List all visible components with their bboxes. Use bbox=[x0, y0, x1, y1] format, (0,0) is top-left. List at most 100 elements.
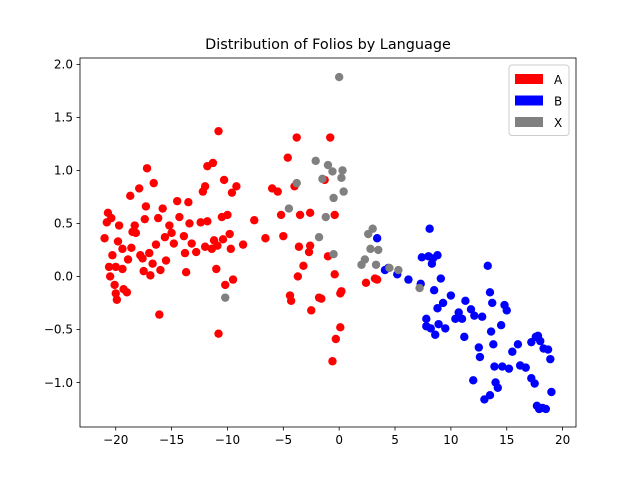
data-point-a-47 bbox=[179, 231, 189, 241]
data-point-a-65 bbox=[214, 329, 223, 338]
data-point-b-45 bbox=[498, 362, 507, 371]
data-point-a-26 bbox=[136, 251, 145, 260]
data-point-a-88 bbox=[293, 272, 303, 281]
data-point-a-69 bbox=[221, 280, 230, 290]
legend-label-b: B bbox=[554, 95, 562, 109]
data-point-b-33 bbox=[477, 312, 487, 321]
data-point-b-65 bbox=[546, 354, 555, 364]
data-point-a-28 bbox=[141, 202, 151, 211]
data-point-a-8 bbox=[111, 289, 120, 298]
data-point-b-18 bbox=[434, 319, 443, 329]
data-point-a-52 bbox=[191, 247, 201, 257]
data-point-a-75 bbox=[232, 182, 241, 191]
data-point-a-23 bbox=[135, 184, 144, 193]
data-point-a-27 bbox=[140, 214, 149, 224]
data-point-a-49 bbox=[184, 198, 193, 207]
x-tick-label: 15 bbox=[499, 433, 514, 447]
data-point-a-100 bbox=[326, 133, 335, 142]
data-point-x-7 bbox=[321, 212, 330, 222]
data-point-a-104 bbox=[331, 334, 341, 344]
data-point-a-42 bbox=[167, 228, 176, 238]
data-point-x-24 bbox=[415, 283, 424, 293]
data-point-a-37 bbox=[156, 265, 165, 275]
data-point-a-40 bbox=[161, 256, 171, 265]
data-point-b-39 bbox=[488, 298, 497, 308]
data-point-a-83 bbox=[283, 153, 292, 162]
data-point-b-25 bbox=[457, 314, 467, 324]
data-point-a-94 bbox=[305, 208, 315, 218]
data-point-b-0 bbox=[372, 234, 382, 243]
data-point-a-91 bbox=[299, 261, 308, 271]
legend-swatch-x bbox=[515, 117, 543, 127]
data-point-a-77 bbox=[250, 216, 259, 225]
data-point-a-68 bbox=[219, 175, 229, 185]
data-point-a-33 bbox=[149, 178, 158, 188]
data-point-a-92 bbox=[304, 247, 314, 257]
data-point-x-1 bbox=[284, 204, 294, 213]
data-point-b-52 bbox=[521, 363, 530, 372]
data-point-b-35 bbox=[483, 261, 492, 271]
data-point-a-106 bbox=[336, 323, 345, 332]
data-point-b-16 bbox=[433, 304, 442, 313]
data-point-a-102 bbox=[330, 210, 339, 220]
data-point-a-48 bbox=[181, 267, 191, 277]
data-point-b-30 bbox=[470, 311, 479, 320]
data-point-b-26 bbox=[460, 332, 469, 342]
data-point-a-110 bbox=[372, 275, 382, 284]
data-point-a-10 bbox=[104, 262, 114, 272]
data-point-a-14 bbox=[118, 264, 127, 274]
legend-label-x: X bbox=[554, 116, 562, 130]
data-point-a-20 bbox=[127, 243, 136, 252]
data-point-a-6 bbox=[111, 262, 120, 272]
data-point-b-7 bbox=[422, 314, 431, 324]
data-point-x-5 bbox=[318, 174, 327, 184]
data-point-a-16 bbox=[122, 288, 132, 297]
data-point-a-80 bbox=[273, 187, 282, 196]
legend-label-a: A bbox=[554, 73, 563, 87]
data-point-b-64 bbox=[543, 345, 553, 354]
data-point-b-17 bbox=[433, 251, 442, 260]
data-point-a-95 bbox=[307, 306, 316, 315]
data-point-a-30 bbox=[145, 248, 154, 258]
data-point-b-10 bbox=[425, 224, 434, 233]
data-point-b-21 bbox=[441, 324, 450, 333]
data-point-b-4 bbox=[404, 275, 413, 284]
data-point-b-19 bbox=[436, 274, 446, 283]
data-point-b-32 bbox=[475, 352, 485, 362]
data-point-a-41 bbox=[165, 221, 174, 230]
data-point-a-0 bbox=[100, 234, 109, 243]
x-tick-label: −5 bbox=[274, 433, 292, 447]
data-point-a-93 bbox=[305, 241, 315, 250]
data-point-x-0 bbox=[221, 293, 230, 302]
data-point-x-19 bbox=[368, 224, 377, 233]
x-tick-label: 5 bbox=[391, 433, 399, 447]
data-point-a-35 bbox=[154, 213, 163, 223]
data-point-b-55 bbox=[530, 379, 539, 388]
axes: −20 −15 −10 −5 0 5 10 15 20 −1.0 −0.5 0.0 0.5 1.0 1.5 2… bbox=[44, 57, 577, 447]
data-point-b-37 bbox=[485, 288, 495, 297]
data-point-a-36 bbox=[155, 310, 164, 319]
data-point-a-39 bbox=[160, 233, 170, 242]
x-tick-label: 10 bbox=[443, 433, 458, 447]
data-point-x-8 bbox=[328, 167, 337, 176]
data-point-x-3 bbox=[311, 156, 320, 166]
data-point-x-16 bbox=[360, 255, 370, 264]
data-point-b-11 bbox=[426, 324, 435, 333]
data-point-b-24 bbox=[454, 308, 463, 317]
data-point-x-13 bbox=[339, 187, 348, 196]
data-point-a-82 bbox=[279, 231, 288, 241]
data-point-x-21 bbox=[374, 245, 383, 255]
data-point-b-50 bbox=[513, 340, 523, 349]
data-point-x-4 bbox=[314, 233, 324, 242]
data-point-a-17 bbox=[123, 255, 133, 264]
data-point-a-55 bbox=[200, 182, 210, 191]
data-point-a-64 bbox=[214, 126, 223, 136]
data-point-a-56 bbox=[200, 242, 210, 251]
data-point-x-22 bbox=[385, 263, 394, 273]
data-point-x-6 bbox=[323, 160, 333, 170]
data-point-a-13 bbox=[118, 244, 127, 254]
chart-title: Distribution of Folios by Language bbox=[205, 37, 451, 53]
data-point-x-12 bbox=[338, 166, 347, 175]
data-point-a-12 bbox=[114, 221, 124, 230]
data-point-a-50 bbox=[185, 219, 194, 228]
